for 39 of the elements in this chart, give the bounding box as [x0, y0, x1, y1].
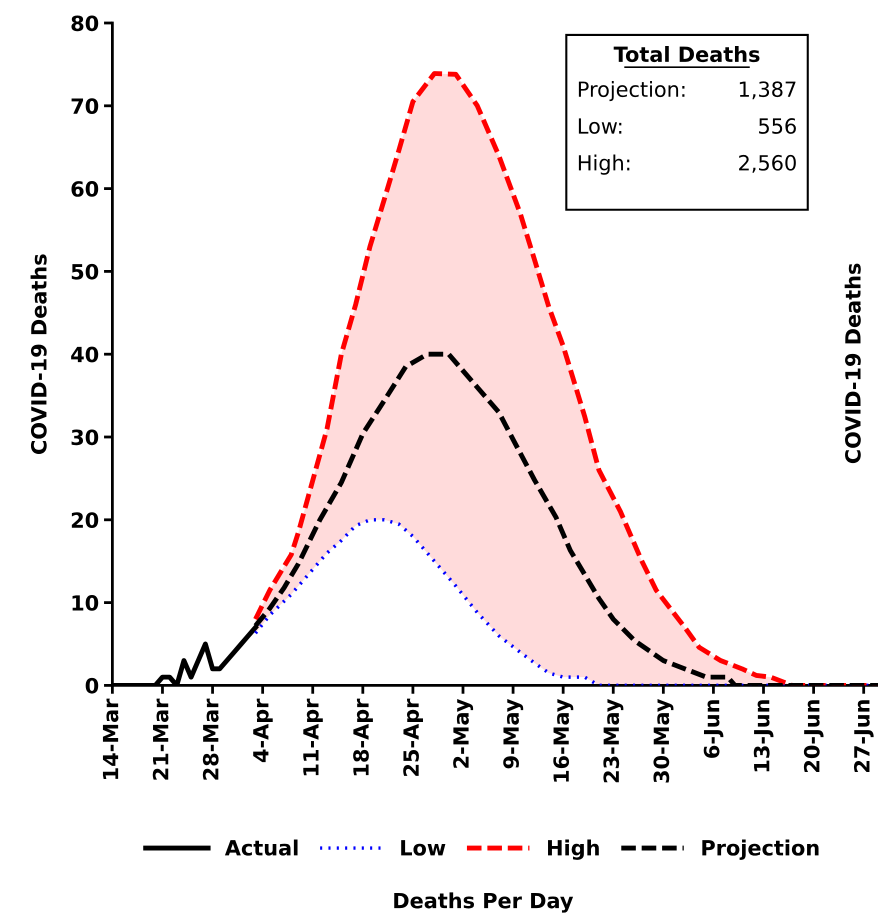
- legend-label: High: [548, 840, 599, 860]
- x-tick-label: 6-Jun: [704, 700, 724, 758]
- annotation: 556: [759, 118, 796, 134]
- x-tick-label: 9-May: [503, 698, 524, 768]
- x-tick-label: 18-Apr: [353, 698, 373, 776]
- annotation: Total Deaths: [614, 46, 760, 62]
- legend-label: Projection: [702, 840, 819, 860]
- y-tick-label: 20: [72, 512, 98, 528]
- x-tick-label: 27-Jun: [854, 700, 874, 772]
- y-tick-label: 40: [71, 346, 98, 362]
- y-tick-label: 60: [71, 181, 98, 197]
- x-tick-label: 25-Apr: [403, 698, 423, 776]
- legend-label: Actual: [224, 840, 298, 856]
- x-tick-label: 16-May: [553, 698, 574, 782]
- x-tick-label: 11-Apr: [303, 698, 323, 776]
- y-tick-label: 50: [72, 264, 98, 280]
- annotation: 2,560: [739, 154, 796, 173]
- text: Deaths Per Day: [394, 892, 574, 913]
- x-tick-label: 21-Mar: [152, 698, 169, 780]
- x-tick-label: 30-May: [653, 698, 674, 783]
- annotation: Low:: [578, 118, 622, 134]
- y-tick-label: 70: [72, 98, 98, 114]
- y-tick-label: 30: [72, 429, 98, 446]
- x-tick-label: 23-May: [603, 698, 624, 782]
- x-tick-label: 14-Mar: [102, 698, 118, 779]
- x-tick-label: 13-Jun: [754, 700, 774, 772]
- annotation: Projection:: [578, 80, 684, 102]
- y-axis-title: COVID-19 Deaths: [844, 264, 861, 464]
- x-tick-label: 28-Mar: [202, 698, 219, 780]
- y-tick-label: 10: [72, 595, 98, 611]
- x-tick-label: 4-Apr: [253, 698, 273, 762]
- y-tick-label: 0: [86, 678, 98, 694]
- annotation: 1,387: [740, 81, 796, 100]
- x-tick-label: 2-May: [453, 698, 474, 768]
- y-tick-label: 80: [71, 15, 98, 32]
- y2-axis-title: COVID-19 Deaths: [30, 254, 47, 454]
- annotation: High:: [578, 154, 630, 175]
- x-tick-label: 20-Jun: [804, 700, 824, 772]
- legend-label: Low: [401, 840, 446, 856]
